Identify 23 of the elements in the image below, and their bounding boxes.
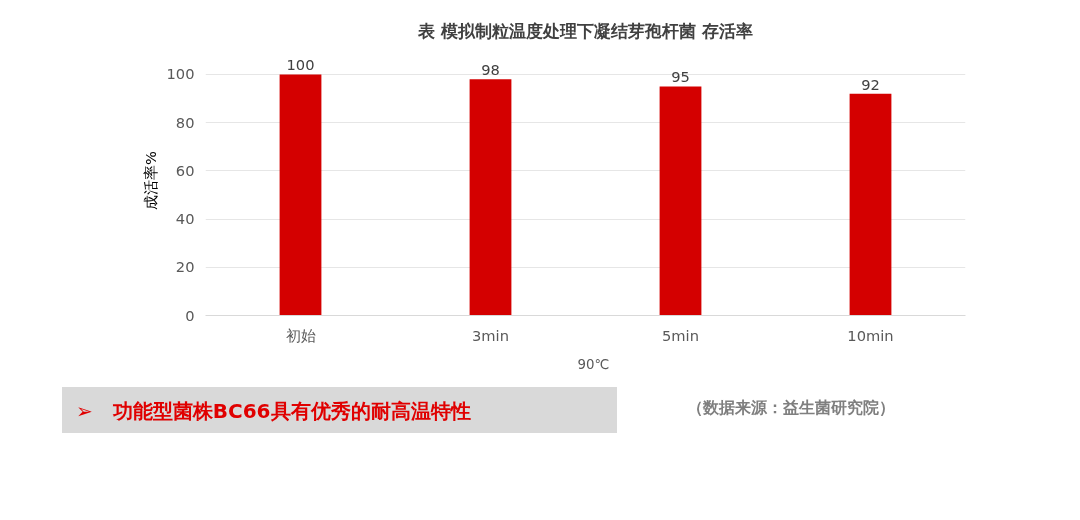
bar [659,86,702,316]
y-tick-label: 0 [185,306,195,324]
text: ➢ 功能型菌株BC66具有优秀的耐高温特性 [76,398,471,425]
data-label: 100 [286,56,315,74]
data-label: 98 [481,61,500,79]
chart-title: 表 模拟制粒温度处理下凝结芽孢杆菌 存活率 [416,20,754,41]
y-tick-label: 20 [175,258,195,276]
bar [849,93,892,316]
y-tick-label: 60 [175,161,195,179]
data-label: 92 [861,75,880,93]
y-tick-label: 100 [166,65,195,83]
x-tick-label: 3min [472,326,509,344]
y-tick-label: 40 [175,210,195,228]
data-label: 95 [671,68,690,86]
y-axis-title: 成活率% [141,150,159,210]
bar [469,79,512,316]
x-tick-label: 10min [847,326,894,344]
y-tick-label: 80 [175,113,195,131]
text: 90℃ [577,356,610,372]
x-tick-label: 初始 [285,326,316,344]
x-tick-label: 5min [662,326,699,344]
text: （数据来源：益生菌研究院） [687,397,895,419]
bar [279,74,322,316]
